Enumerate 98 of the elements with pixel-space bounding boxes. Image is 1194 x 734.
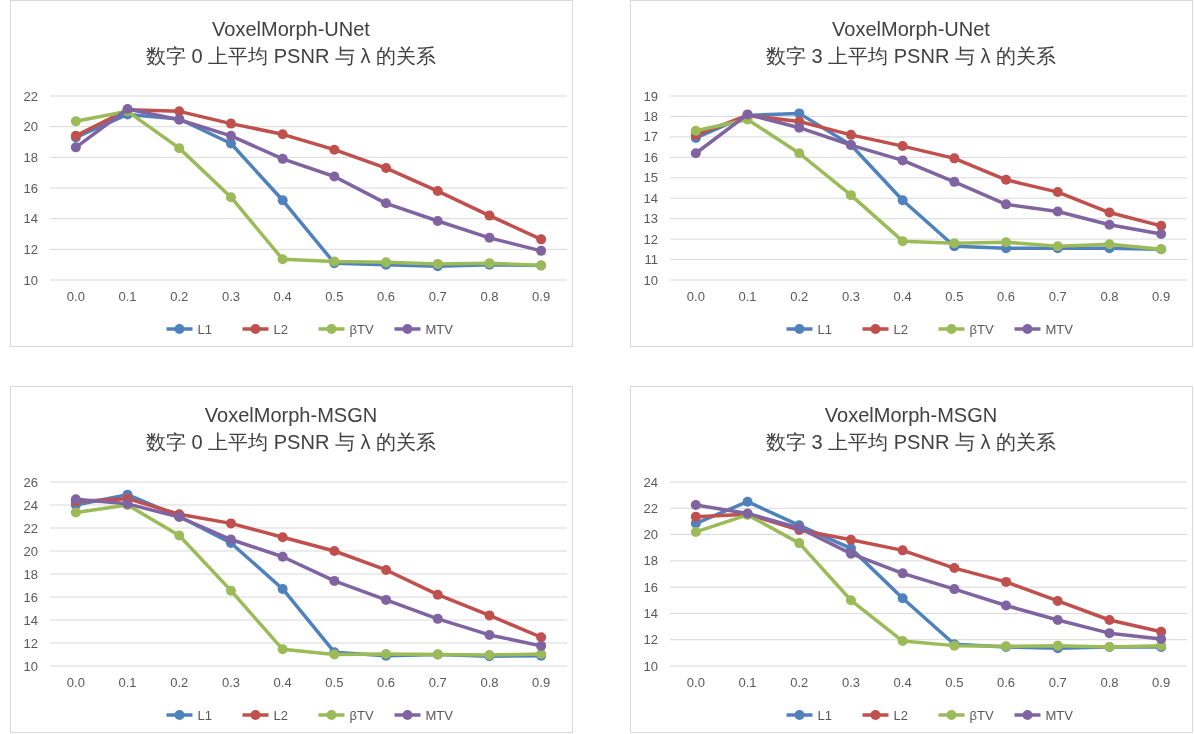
y-tick-label: 16: [643, 579, 658, 595]
legend-label: MTV: [425, 321, 454, 337]
x-tick-label: 0.0: [66, 289, 85, 304]
y-tick-label: 16: [23, 180, 38, 196]
legend-label: βTV: [349, 321, 374, 337]
y-tick-label: 14: [23, 612, 38, 628]
x-tick-label: 0.5: [945, 675, 964, 690]
x-tick-label: 0.8: [480, 675, 499, 690]
legend-label: L1: [197, 321, 212, 337]
chart-subtitle: 数字 0 上平均 PSNR 与 λ 的关系: [145, 431, 437, 453]
legend-label: L1: [817, 707, 832, 723]
y-tick-label: 18: [643, 553, 658, 569]
x-tick-label: 0.3: [841, 289, 860, 304]
legend-label: βTV: [349, 707, 374, 723]
x-tick-label: 0.1: [738, 675, 757, 690]
x-tick-label: 0.5: [325, 289, 344, 304]
y-tick-label: 14: [23, 211, 38, 227]
x-tick-label: 0.1: [118, 675, 137, 690]
chart-subtitle: 数字 0 上平均 PSNR 与 λ 的关系: [145, 45, 437, 67]
x-tick-label: 0.6: [377, 675, 396, 690]
x-tick-label: 0.0: [686, 675, 705, 690]
y-tick-label: 13: [643, 211, 658, 227]
x-tick-label: 0.9: [1152, 675, 1171, 690]
x-tick-label: 0.8: [480, 289, 499, 304]
y-tick-label: 20: [643, 527, 658, 543]
y-tick-label: 10: [23, 658, 38, 674]
legend-label: MTV: [425, 707, 454, 723]
y-tick-label: 20: [23, 119, 38, 135]
legend-label: βTV: [969, 321, 994, 337]
chart-title: VoxelMorph-UNet: [832, 18, 991, 40]
y-tick-label: 11: [644, 252, 658, 268]
x-tick-label: 0.3: [221, 675, 240, 690]
y-tick-label: 12: [23, 241, 38, 257]
x-tick-label: 0.4: [273, 289, 292, 304]
x-tick-label: 0.1: [118, 289, 137, 304]
x-tick-label: 0.0: [66, 675, 85, 690]
y-tick-label: 12: [643, 632, 658, 648]
chart-title: VoxelMorph-MSGN: [824, 404, 998, 426]
x-tick-label: 0.8: [1100, 675, 1119, 690]
y-tick-label: 10: [23, 272, 38, 288]
y-tick-label: 24: [23, 497, 38, 513]
x-tick-label: 0.9: [532, 675, 551, 690]
x-tick-label: 0.8: [1100, 289, 1119, 304]
y-tick-label: 20: [23, 543, 38, 559]
y-tick-label: 14: [643, 605, 658, 621]
x-tick-label: 0.7: [428, 675, 447, 690]
x-tick-label: 0.2: [170, 675, 189, 690]
x-tick-label: 0.9: [1152, 289, 1171, 304]
x-tick-label: 0.6: [997, 289, 1016, 304]
y-tick-label: 19: [643, 88, 658, 104]
x-tick-label: 0.4: [893, 289, 912, 304]
y-tick-label: 14: [643, 190, 658, 206]
legend-label: MTV: [1045, 707, 1074, 723]
chart-title: VoxelMorph-UNet: [212, 18, 371, 40]
y-tick-label: 10: [643, 272, 658, 288]
y-tick-label: 16: [23, 589, 38, 605]
y-tick-label: 24: [643, 474, 658, 490]
y-tick-label: 15: [643, 170, 658, 186]
legend-label: MTV: [1045, 321, 1074, 337]
x-tick-label: 0.5: [945, 289, 964, 304]
x-tick-label: 0.3: [841, 675, 860, 690]
legend-label: L2: [893, 321, 908, 337]
x-tick-label: 0.2: [790, 289, 809, 304]
legend-label: L2: [893, 707, 908, 723]
chart-subtitle: 数字 3 上平均 PSNR 与 λ 的关系: [765, 45, 1057, 67]
x-tick-label: 0.3: [221, 289, 240, 304]
x-tick-label: 0.4: [893, 675, 912, 690]
y-tick-label: 12: [643, 231, 658, 247]
x-tick-label: 0.4: [273, 675, 292, 690]
x-tick-label: 0.6: [997, 675, 1016, 690]
x-tick-label: 0.7: [1048, 675, 1067, 690]
y-tick-label: 22: [23, 88, 38, 104]
x-tick-label: 0.1: [738, 289, 757, 304]
y-tick-label: 12: [23, 635, 38, 651]
x-tick-label: 0.7: [1048, 289, 1067, 304]
y-tick-label: 22: [643, 500, 658, 516]
y-tick-label: 22: [23, 520, 38, 536]
x-tick-label: 0.5: [325, 675, 344, 690]
x-tick-label: 0.2: [790, 675, 809, 690]
y-tick-label: 18: [23, 566, 38, 582]
x-tick-label: 0.2: [170, 289, 189, 304]
x-tick-label: 0.7: [428, 289, 447, 304]
chart-title: VoxelMorph-MSGN: [204, 404, 378, 426]
y-tick-label: 17: [643, 129, 658, 145]
legend-label: L2: [273, 321, 288, 337]
x-tick-label: 0.0: [686, 289, 705, 304]
x-tick-label: 0.6: [377, 289, 396, 304]
y-tick-label: 18: [643, 108, 658, 124]
chart-subtitle: 数字 3 上平均 PSNR 与 λ 的关系: [765, 431, 1057, 453]
y-tick-label: 26: [23, 474, 38, 490]
x-tick-label: 0.9: [532, 289, 551, 304]
y-tick-label: 10: [643, 658, 658, 674]
legend-label: L1: [197, 707, 212, 723]
legend-label: βTV: [969, 707, 994, 723]
y-tick-label: 18: [23, 149, 38, 165]
legend-label: L1: [817, 321, 832, 337]
y-tick-label: 16: [643, 149, 658, 165]
legend-label: L2: [273, 707, 288, 723]
